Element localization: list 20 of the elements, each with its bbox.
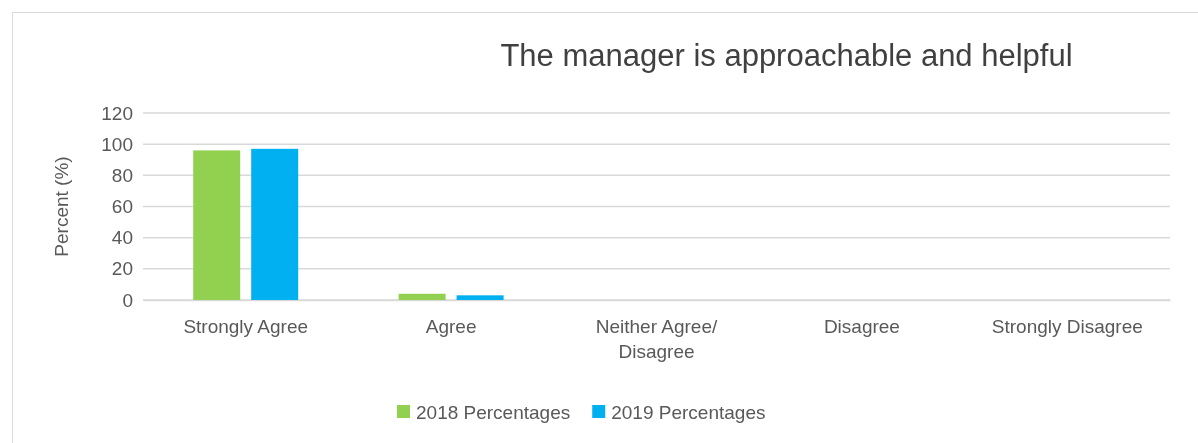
bar [251, 148, 299, 300]
x-tick-label: Strongly Agree [183, 316, 309, 338]
y-axis-title: Percent (%) [51, 156, 72, 257]
bar [456, 295, 504, 300]
y-tick-label: 80 [111, 164, 133, 186]
y-tick-label: 40 [111, 227, 133, 249]
y-tick-label: 60 [111, 196, 133, 218]
x-tick-label: Strongly Disagree [991, 316, 1143, 338]
x-tick-label: Neither Agree/ Disagree [595, 316, 718, 363]
y-tick-label: 20 [111, 258, 133, 280]
chart-title: The manager is approachable and helpful [500, 38, 1073, 73]
x-tick-label: Disagree [823, 316, 900, 338]
y-tick-label: 0 [122, 289, 133, 311]
bar [193, 150, 241, 300]
legend-label: 2018 Percentages [416, 401, 571, 423]
x-tick-label: Agree [425, 316, 477, 338]
y-tick-label: 100 [101, 133, 133, 155]
y-tick-label: 120 [101, 102, 133, 124]
bar [398, 293, 446, 300]
legend-label: 2019 Percentages [611, 401, 766, 423]
